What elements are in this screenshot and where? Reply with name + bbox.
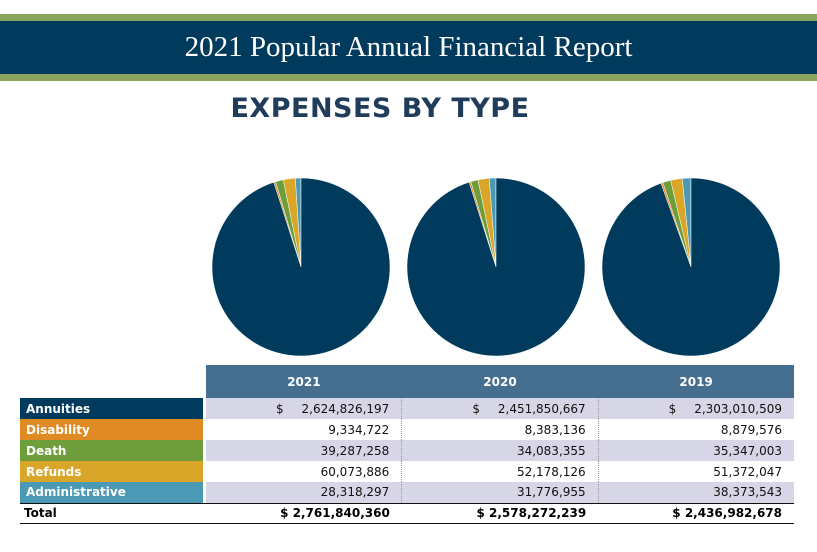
- row-gap: [203, 440, 206, 461]
- header-gap: [203, 365, 206, 398]
- value-cell: 38,373,543: [598, 482, 794, 503]
- report-title: 2021 Popular Annual Financial Report: [184, 31, 633, 63]
- value-cell: 39,287,258: [206, 440, 403, 461]
- title-banner: [0, 21, 817, 74]
- total-value: $ 2,761,840,360: [206, 502, 402, 524]
- table-header-row: 2021 2020 2019: [20, 365, 794, 398]
- pie-slice-annuities-2020: [406, 177, 586, 357]
- value-cell: $2,303,010,509: [598, 398, 794, 419]
- header-year: 2020: [401, 365, 599, 398]
- total-label: Total: [20, 502, 203, 524]
- value-cell: 51,372,047: [598, 461, 794, 482]
- value-cell: $2,624,826,197: [206, 398, 403, 419]
- row-gap: [203, 398, 206, 419]
- value-text: 2,451,850,667: [497, 401, 586, 416]
- value-text: 2,303,010,509: [694, 401, 782, 416]
- value-cell: 34,083,355: [401, 440, 599, 461]
- value-cell: 9,334,722: [206, 419, 403, 440]
- row-label: Annuities: [20, 398, 203, 419]
- table-row: Refunds 60,073,886 52,178,126 51,372,047: [20, 461, 794, 482]
- value-cell: $2,451,850,667: [401, 398, 599, 419]
- row-label: Disability: [20, 419, 203, 440]
- total-row: Total $ 2,761,840,360 $ 2,578,272,239 $ …: [20, 502, 794, 524]
- value-cell: 35,347,003: [598, 440, 794, 461]
- table-row: Annuities $2,624,826,197 $2,451,850,667 …: [20, 398, 794, 419]
- pie-charts: [211, 177, 781, 357]
- pie-slice-annuities-2021: [211, 177, 391, 357]
- pie-slice-annuities-2019: [601, 177, 781, 357]
- total-value: $ 2,578,272,239: [401, 502, 599, 524]
- banner-bottom-stripe: [0, 74, 817, 81]
- table-row: Death 39,287,258 34,083,355 35,347,003: [20, 440, 794, 461]
- value-cell: 31,776,955: [401, 482, 599, 503]
- currency-sign: $: [276, 401, 284, 416]
- value-cell: 28,318,297: [206, 482, 403, 503]
- table-row: Administrative 28,318,297 31,776,955 38,…: [20, 482, 794, 503]
- header-year: 2019: [598, 365, 794, 398]
- row-gap: [203, 461, 206, 482]
- banner-top-stripe: [0, 14, 817, 21]
- value-cell: 52,178,126: [401, 461, 599, 482]
- row-label: Refunds: [20, 461, 203, 482]
- currency-sign: $: [668, 401, 677, 416]
- expenses-table: 2021 2020 2019 Annuities $2,624,826,197 …: [20, 365, 794, 524]
- header-blank: [20, 365, 203, 398]
- value-cell: 8,383,136: [401, 419, 599, 440]
- row-label: Administrative: [20, 482, 203, 503]
- total-value: $ 2,436,982,678: [598, 502, 794, 524]
- value-text: 2,624,826,197: [301, 401, 390, 416]
- section-title: EXPENSES BY TYPE: [230, 93, 530, 124]
- row-gap: [203, 482, 206, 503]
- total-gap: [203, 502, 206, 524]
- header-year: 2021: [206, 365, 402, 398]
- value-cell: 8,879,576: [598, 419, 794, 440]
- row-label: Death: [20, 440, 203, 461]
- value-cell: 60,073,886: [206, 461, 403, 482]
- currency-sign: $: [472, 401, 480, 416]
- table-row: Disability 9,334,722 8,383,136 8,879,576: [20, 419, 794, 440]
- row-gap: [203, 419, 206, 440]
